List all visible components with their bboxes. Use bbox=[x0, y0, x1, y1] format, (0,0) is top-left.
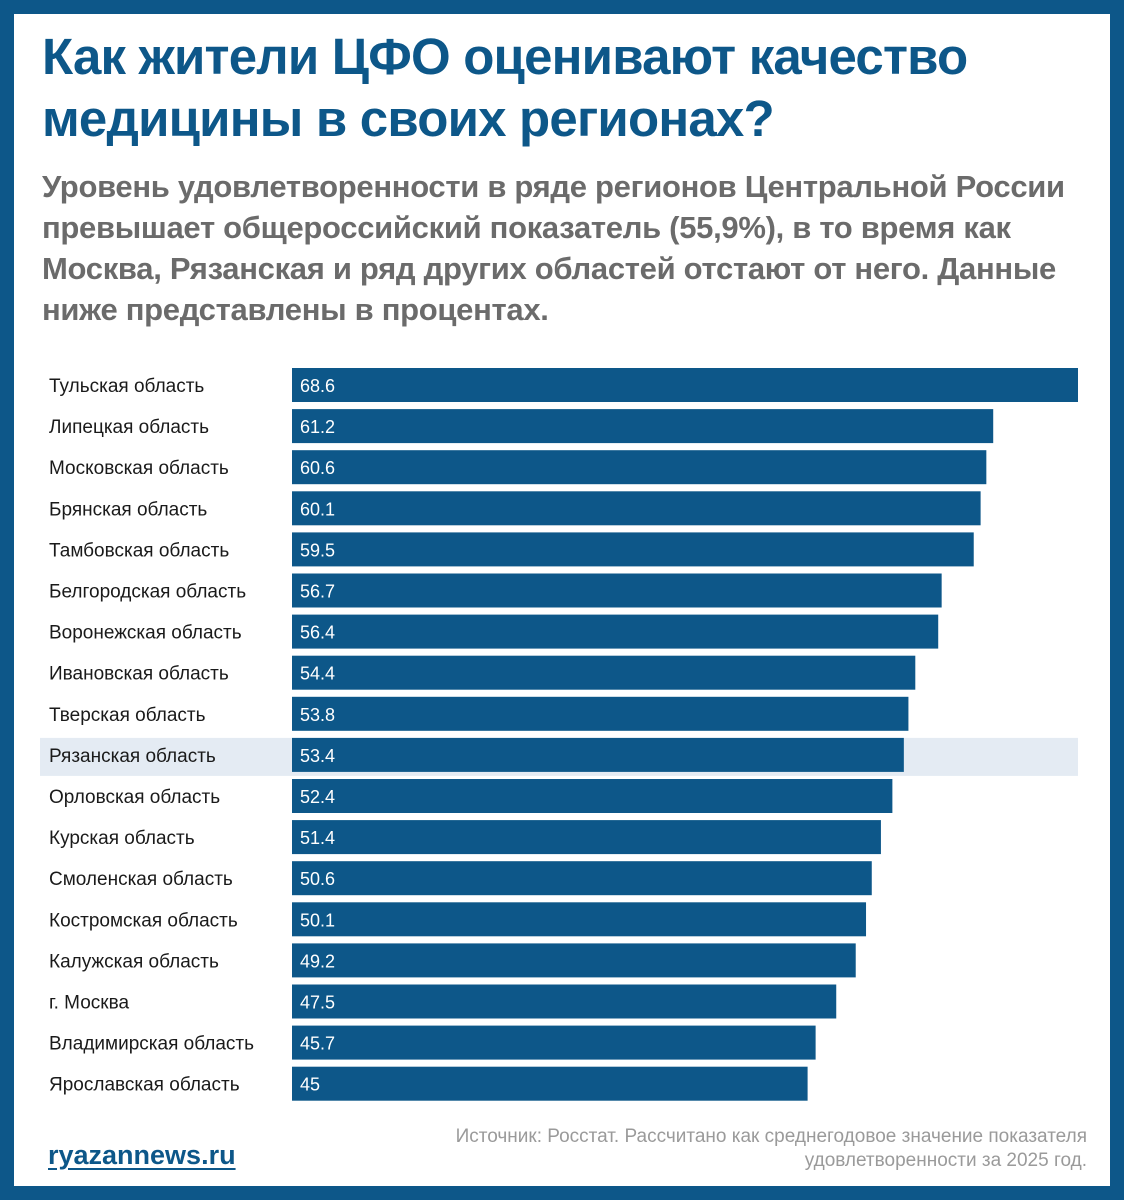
value-label: 54.4 bbox=[300, 664, 335, 684]
value-label: 50.6 bbox=[300, 869, 335, 889]
category-label: Липецкая область bbox=[49, 417, 209, 438]
value-label: 60.6 bbox=[300, 458, 335, 478]
value-label: 61.2 bbox=[300, 417, 335, 437]
category-label: Брянская область bbox=[49, 499, 207, 520]
value-label: 51.4 bbox=[300, 828, 335, 848]
category-label: Ярославская область bbox=[49, 1075, 240, 1096]
category-label: Калужская область bbox=[49, 951, 219, 972]
category-label: Тульская область bbox=[49, 376, 204, 397]
category-label: г. Москва bbox=[49, 993, 129, 1014]
value-label: 59.5 bbox=[300, 540, 335, 560]
category-label: Рязанская область bbox=[49, 746, 216, 767]
bar bbox=[292, 779, 893, 813]
category-label: Ивановская область bbox=[49, 664, 229, 685]
value-label: 52.4 bbox=[300, 787, 335, 807]
bar bbox=[292, 1066, 808, 1101]
bar bbox=[292, 614, 939, 649]
bar bbox=[292, 1025, 816, 1060]
value-label: 45 bbox=[300, 1075, 320, 1095]
category-label: Владимирская область bbox=[49, 1034, 254, 1055]
bar bbox=[292, 696, 909, 731]
category-label: Курская область bbox=[49, 828, 195, 849]
category-label: Тамбовская область bbox=[49, 540, 229, 561]
category-label: Костромская область bbox=[49, 910, 238, 931]
category-label: Тверская область bbox=[49, 705, 206, 726]
value-label: 50.1 bbox=[300, 910, 335, 930]
category-label: Воронежская область bbox=[49, 623, 242, 644]
category-label: Орловская область bbox=[49, 787, 220, 808]
value-label: 53.4 bbox=[300, 746, 335, 766]
bar bbox=[292, 902, 867, 937]
value-label: 49.2 bbox=[300, 951, 335, 971]
bar bbox=[292, 409, 994, 444]
value-label: 53.8 bbox=[300, 705, 335, 725]
category-label: Белгородская область bbox=[49, 582, 246, 603]
bar bbox=[292, 943, 856, 978]
source-note: Источник: Росстат. Рассчитано как средне… bbox=[455, 1126, 1087, 1171]
bar bbox=[292, 491, 981, 526]
value-label: 68.6 bbox=[300, 376, 335, 396]
bar bbox=[292, 573, 942, 608]
value-label: 56.7 bbox=[300, 582, 335, 602]
site-link[interactable]: ryazannews.ru bbox=[48, 1140, 236, 1170]
page-subtitle: Уровень удовлетворенности в ряде регионо… bbox=[42, 169, 1065, 327]
value-label: 56.4 bbox=[300, 623, 335, 643]
bar bbox=[292, 532, 974, 567]
bar bbox=[292, 450, 987, 485]
bar bbox=[292, 820, 881, 855]
bar bbox=[292, 737, 904, 772]
bar bbox=[292, 984, 837, 1019]
value-label: 60.1 bbox=[300, 499, 335, 519]
bar bbox=[292, 368, 1078, 402]
bar bbox=[292, 861, 872, 896]
category-label: Московская область bbox=[49, 458, 229, 479]
value-label: 45.7 bbox=[300, 1034, 335, 1054]
value-label: 47.5 bbox=[300, 993, 335, 1013]
category-label: Смоленская область bbox=[49, 869, 233, 890]
page-title: Как жители ЦФО оценивают качество медици… bbox=[42, 28, 968, 147]
bar bbox=[292, 655, 916, 690]
